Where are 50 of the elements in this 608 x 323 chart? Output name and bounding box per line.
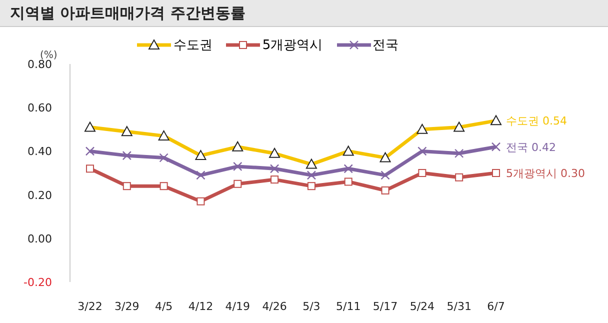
x-tick-label: 3/29 (114, 300, 140, 313)
point (159, 153, 168, 162)
x-tick-label: 3/22 (78, 300, 102, 313)
point (418, 169, 426, 177)
x-tick-label: 5/24 (410, 300, 435, 313)
point (196, 170, 206, 180)
point (418, 146, 427, 156)
x-tick-label: 5/17 (372, 300, 398, 313)
y-tick-label: 0.40 (28, 145, 52, 158)
point (344, 164, 353, 174)
point (86, 164, 94, 173)
point (455, 173, 464, 182)
point (270, 164, 280, 174)
point (307, 182, 316, 190)
x-tick-label: 5/31 (446, 300, 472, 313)
point (454, 148, 464, 158)
point (492, 169, 500, 177)
legend-label: 수도권 (172, 37, 212, 54)
point (234, 180, 242, 188)
x-tick-label: 5/3 (302, 300, 320, 313)
x-tick-label: 4/12 (188, 300, 214, 313)
point (233, 162, 242, 172)
legend-label: 5개광역시 (261, 37, 323, 54)
point (491, 142, 501, 152)
text: 5개광역시 0.30 (506, 167, 585, 180)
text: 전국 0.42 (506, 140, 556, 154)
y-tick-label: 0.20 (28, 188, 52, 202)
x-tick-label: 4/26 (262, 300, 287, 313)
y-axis-title: (%) (40, 50, 58, 61)
point (160, 182, 168, 190)
point (122, 150, 132, 160)
x-tick-label: 6/7 (487, 300, 505, 313)
y-tick-label: 0.80 (28, 58, 52, 71)
point (270, 176, 279, 184)
y-tick-label: -0.20 (24, 276, 52, 289)
point (344, 178, 352, 186)
chart-title: 지역별 아파트매매가격 주간변동률 (0, 0, 608, 27)
y-tick-label: 0.00 (28, 232, 52, 246)
point (122, 182, 131, 190)
legend-label: 전국 (372, 37, 399, 54)
x-tick-label: 4/19 (225, 300, 250, 313)
point (306, 170, 316, 180)
y-tick-label: 0.60 (28, 102, 52, 115)
text: 수도권 0.54 (506, 114, 567, 128)
x-tick-label: 4/5 (154, 300, 173, 313)
x-tick-label: 5/11 (336, 300, 361, 313)
point (380, 170, 390, 180)
point (381, 186, 390, 194)
point (85, 146, 95, 156)
point (196, 197, 205, 206)
